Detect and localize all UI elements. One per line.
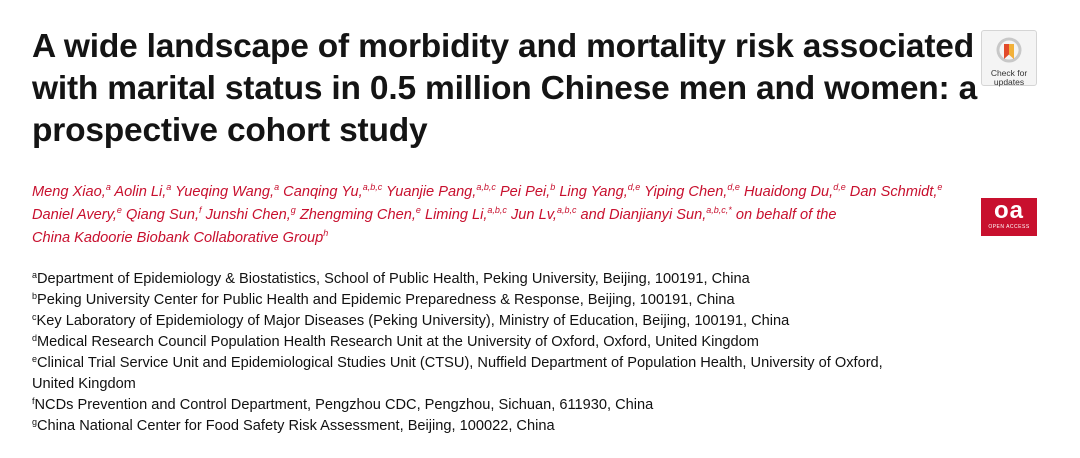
author-line: Meng Xiao,a Aolin Li,a Yueqing Wang,a Ca… [32, 181, 982, 204]
author-name[interactable]: Daniel Avery, [32, 207, 117, 223]
author-name[interactable]: Dan Schmidt, [849, 184, 938, 200]
author-name[interactable]: Junshi Chen, [205, 207, 291, 223]
author-group-prefix: on behalf of the [735, 207, 837, 223]
author-affil-sup: e [415, 205, 421, 215]
author-affil-sup: f [199, 205, 202, 215]
affiliation-sup: f [32, 396, 35, 406]
affiliation-sup: e [32, 354, 38, 364]
author-affil-sup: g [290, 205, 296, 215]
author-name[interactable]: Pei Pei, [499, 184, 551, 200]
title-line: prospective cohort study [32, 112, 428, 149]
affiliation-sup: c [32, 312, 37, 322]
affiliation-sup: d [32, 333, 38, 343]
affiliation-list: aDepartment of Epidemiology & Biostatist… [32, 269, 1012, 437]
author-list: Meng Xiao,a Aolin Li,a Yueqing Wang,a Ca… [32, 181, 982, 250]
author-name[interactable]: Ling Yang, [559, 184, 628, 200]
affiliation-continuation: United Kingdom [32, 376, 136, 392]
affiliation-text: Key Laboratory of Epidemiology of Major … [36, 313, 790, 329]
author-name[interactable]: and Dianjianyi Sun, [580, 207, 707, 223]
affiliation-text: Medical Research Council Population Heal… [37, 334, 759, 350]
title-line: with marital status in 0.5 million Chine… [32, 70, 978, 107]
author-name[interactable]: Jun Lv, [511, 207, 557, 223]
open-access-logo: oa [993, 197, 1024, 224]
affiliation-text: Peking University Center for Public Heal… [37, 292, 735, 308]
author-name[interactable]: Liming Li, [424, 207, 488, 223]
bookmark-icon [996, 37, 1022, 63]
check-for-updates-label: Check for updates [990, 68, 1028, 87]
author-affil-sup: a,b,c [556, 205, 577, 215]
author-affil-sup: a [105, 182, 111, 192]
affiliation-text: Clinical Trial Service Unit and Epidemio… [37, 355, 883, 371]
author-name[interactable]: Qiang Sun, [125, 207, 200, 223]
affiliation-item: eClinical Trial Service Unit and Epidemi… [32, 353, 1012, 374]
author-affil-sup: d,e [627, 182, 641, 192]
affiliation-sup: g [32, 417, 38, 427]
affiliation-item: bPeking University Center for Public Hea… [32, 290, 1012, 311]
check-for-updates-badge[interactable]: Check for updates [981, 30, 1037, 87]
author-name[interactable]: Aolin Li, [114, 184, 167, 200]
author-affil-sup: a,b,c [362, 182, 383, 192]
author-name[interactable]: Zhengming Chen, [299, 207, 416, 223]
author-affil-sup: b [550, 182, 556, 192]
author-affil-sup: a [166, 182, 172, 192]
affiliation-text: NCDs Prevention and Control Department, … [34, 397, 654, 413]
affiliation-text: China National Center for Food Safety Ri… [37, 418, 555, 434]
affiliation-item: gChina National Center for Food Safety R… [32, 416, 1012, 437]
affiliation-text: Department of Epidemiology & Biostatisti… [37, 271, 750, 287]
title-line: A wide landscape of morbidity and mortal… [32, 28, 974, 65]
author-affil-sup: a,b,c,* [706, 205, 732, 215]
affiliation-sup: a [32, 270, 38, 280]
author-affil-sup: e [116, 205, 122, 215]
author-line: China Kadoorie Biobank Collaborative Gro… [32, 227, 982, 250]
affiliation-item: cKey Laboratory of Epidemiology of Major… [32, 311, 1012, 332]
author-name[interactable]: Yiping Chen, [644, 184, 728, 200]
open-access-label: OPEN ACCESS [988, 224, 1030, 230]
open-access-badge[interactable]: oa OPEN ACCESS [981, 198, 1037, 236]
collaborative-group-name[interactable]: China Kadoorie Biobank Collaborative Gro… [32, 230, 324, 246]
author-affil-sup: h [323, 228, 329, 238]
author-affil-sup: d,e [833, 182, 846, 192]
author-name[interactable]: Yueqing Wang, [175, 184, 275, 200]
author-name[interactable]: Huaidong Du, [743, 184, 834, 200]
author-line: Daniel Avery,e Qiang Sun,f Junshi Chen,g… [32, 204, 982, 227]
author-affil-sup: d,e [727, 182, 740, 192]
affiliation-item: dMedical Research Council Population Hea… [32, 332, 1012, 353]
affiliation-item: aDepartment of Epidemiology & Biostatist… [32, 269, 1012, 290]
author-name[interactable]: Meng Xiao, [32, 184, 106, 200]
article-title: A wide landscape of morbidity and mortal… [32, 26, 978, 152]
author-name[interactable]: Canqing Yu, [283, 184, 363, 200]
author-name[interactable]: Yuanjie Pang, [386, 184, 477, 200]
author-affil-sup: e [937, 182, 943, 192]
author-affil-sup: a,b,c [476, 182, 496, 192]
affiliation-sup: b [32, 291, 38, 301]
author-affil-sup: a [274, 182, 280, 192]
affiliation-item: fNCDs Prevention and Control Department,… [32, 395, 1012, 416]
author-affil-sup: a,b,c [487, 205, 507, 215]
